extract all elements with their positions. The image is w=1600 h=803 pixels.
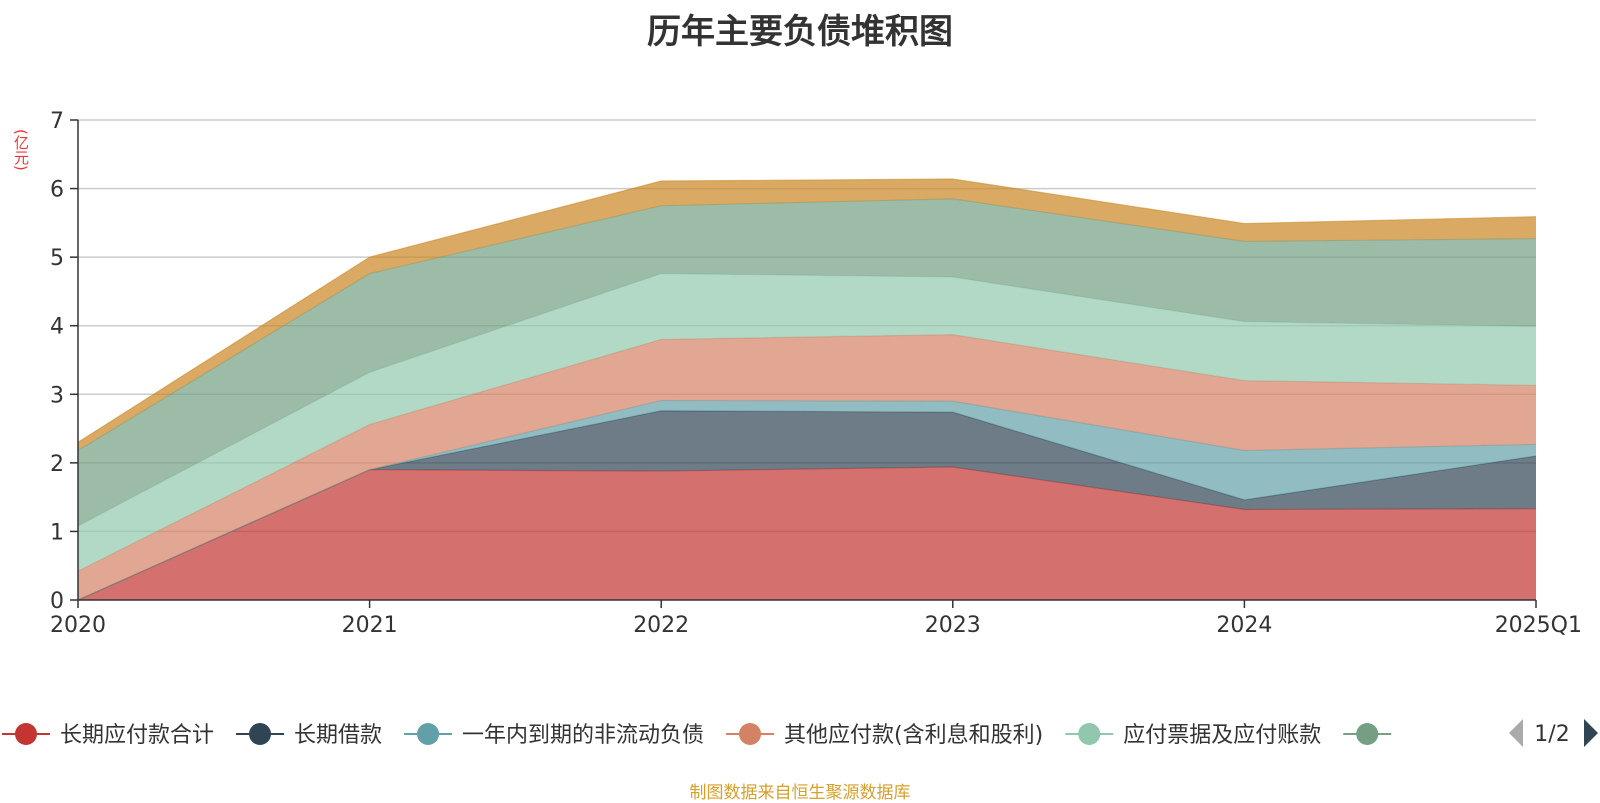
y-tick-label-4: 4 bbox=[50, 315, 64, 340]
legend-label: 其他应付款(含利息和股利) bbox=[784, 723, 1043, 748]
y-axis-unit-label: (亿元) bbox=[12, 129, 30, 171]
area-series-line-7 bbox=[77, 178, 1537, 443]
legend-item-3[interactable]: 一年内到期的非流动负债 bbox=[404, 723, 704, 748]
legend-item-6[interactable] bbox=[1343, 723, 1392, 745]
legend-item-4[interactable]: 其他应付款(含利息和股利) bbox=[726, 723, 1043, 748]
area-series-6 bbox=[78, 198, 1536, 526]
y-tick-label-0: 0 bbox=[50, 589, 64, 614]
y-tick-label-7: 7 bbox=[50, 109, 64, 134]
x-tick-label-2024: 2024 bbox=[1216, 613, 1272, 638]
legend-circle-icon bbox=[1356, 723, 1379, 745]
area-series-3 bbox=[78, 400, 1536, 600]
y-tick-label-5: 5 bbox=[50, 246, 64, 271]
legend-circle-icon bbox=[417, 723, 440, 745]
legend-label: 长期借款 bbox=[294, 723, 382, 748]
axes: 0 1 2 3 4 5 6 7 2020 2021 2022 2023 2024 2025Q1 bbox=[50, 109, 1582, 638]
area-series-layer bbox=[77, 178, 1537, 601]
area-series-4 bbox=[78, 334, 1536, 600]
chart-title: 历年主要负债堆积图 bbox=[647, 12, 953, 52]
x-tick-label-2025Q1: 2025Q1 bbox=[1495, 613, 1582, 638]
y-tick-label-3: 3 bbox=[50, 383, 64, 408]
legend-item-2[interactable]: 长期借款 bbox=[236, 723, 382, 748]
y-tick-label-1: 1 bbox=[50, 520, 64, 545]
legend-item-5[interactable]: 应付票据及应付账款 bbox=[1065, 723, 1321, 748]
legend-label: 一年内到期的非流动负债 bbox=[462, 723, 704, 748]
legend-circle-icon bbox=[739, 723, 762, 745]
legend-label: 长期应付款合计 bbox=[60, 723, 214, 748]
legend-next-page-icon[interactable] bbox=[1584, 719, 1598, 747]
area-series-2 bbox=[78, 410, 1536, 600]
legend-item-1[interactable]: 长期应付款合计 bbox=[2, 723, 214, 748]
legend-circle-icon bbox=[1078, 723, 1101, 745]
x-tick-label-2020: 2020 bbox=[50, 613, 106, 638]
legend-circle-icon bbox=[15, 723, 37, 745]
legend: 长期应付款合计 长期借款 一年内到期的非流动负债 其他应付款(含利息和股利) 应付票据及… bbox=[2, 719, 1598, 748]
y-tick-label-2: 2 bbox=[50, 452, 64, 477]
legend-prev-page-icon[interactable] bbox=[1509, 719, 1523, 747]
legend-label: 应付票据及应付账款 bbox=[1123, 723, 1321, 748]
x-tick-label-2021: 2021 bbox=[342, 613, 398, 638]
area-series-7 bbox=[78, 178, 1536, 451]
area-series-1 bbox=[78, 466, 1536, 600]
x-tick-label-2023: 2023 bbox=[925, 613, 981, 638]
data-source-note: 制图数据来自恒生聚源数据库 bbox=[689, 783, 911, 803]
y-tick-label-6: 6 bbox=[50, 178, 64, 203]
legend-page-indicator: 1/2 bbox=[1534, 722, 1569, 747]
x-tick-label-2022: 2022 bbox=[633, 613, 689, 638]
legend-circle-icon bbox=[249, 723, 272, 745]
